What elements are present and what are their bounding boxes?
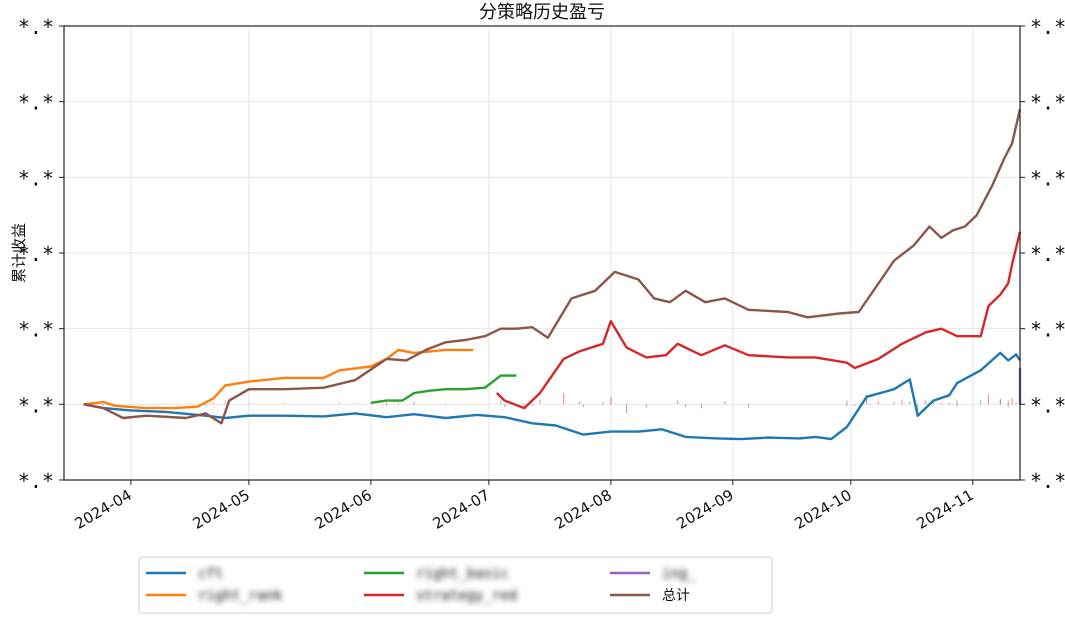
y-tick-label-left-2: *.* [18, 318, 54, 342]
y-tick-label-left-0: *.* [18, 469, 54, 493]
series-line-1 [83, 348, 474, 410]
y-tick-label-left-5: *.* [18, 91, 54, 115]
y-tick-label-right-0: *.* [1030, 469, 1065, 493]
legend-label-4: ing_ [662, 566, 696, 582]
x-tick-label-3: 2024-07 [430, 486, 493, 533]
y-tick-label-left-3: *.* [18, 242, 54, 266]
series-lines [83, 108, 1022, 441]
x-tick-label-0: 2024-04 [72, 486, 135, 533]
x-tick-label-5: 2024-09 [674, 486, 737, 533]
x-tick-label-6: 2024-10 [792, 486, 855, 533]
x-tick-label-1: 2024-05 [190, 486, 253, 533]
x-tick-label-7: 2024-11 [914, 486, 977, 533]
legend-label-1: right_rank [198, 588, 283, 604]
legend-label-5: 总计 [662, 588, 690, 604]
y-tick-label-right-1: *.* [1030, 393, 1065, 417]
y-tick-label-left-4: *.* [18, 166, 54, 190]
y-tick-label-right-6: *.* [1030, 15, 1065, 39]
legend-label-0: cft [198, 566, 223, 582]
y-tick-label-left-6: *.* [18, 15, 54, 39]
legend: cft right_rank right_basic strategy_red ing_… [138, 556, 773, 614]
series-line-5 [83, 108, 1022, 425]
y-tick-label-right-3: *.* [1030, 242, 1065, 266]
legend-box [138, 556, 773, 614]
y-tick-label-right-2: *.* [1030, 318, 1065, 342]
y-tick-label-right-5: *.* [1030, 91, 1065, 115]
legend-label-2: right_basic [416, 566, 509, 582]
x-tick-label-4: 2024-08 [552, 486, 615, 533]
y-axis-ticks: *.* *.* *.* *.* *.* *.* *.* *.* *.* *.* *.* *.* *.* *… [18, 15, 1065, 493]
grid-lines [64, 25, 1020, 481]
y-tick-label-left-1: *.* [18, 393, 54, 417]
series-line-0 [83, 351, 1022, 441]
x-tick-label-2: 2024-06 [312, 486, 375, 533]
series-line-3 [495, 231, 1022, 410]
chart-title: 分策略历史盈亏 [479, 2, 605, 23]
y-axis-label: 累计收益 [10, 223, 28, 283]
legend-label-3: strategy_red [416, 588, 517, 604]
y-tick-label-right-4: *.* [1030, 166, 1065, 190]
x-axis-ticks: 2024-04 2024-05 2024-06 2024-07 2024-08 2024-… [72, 480, 977, 533]
series-line-2 [370, 374, 517, 404]
